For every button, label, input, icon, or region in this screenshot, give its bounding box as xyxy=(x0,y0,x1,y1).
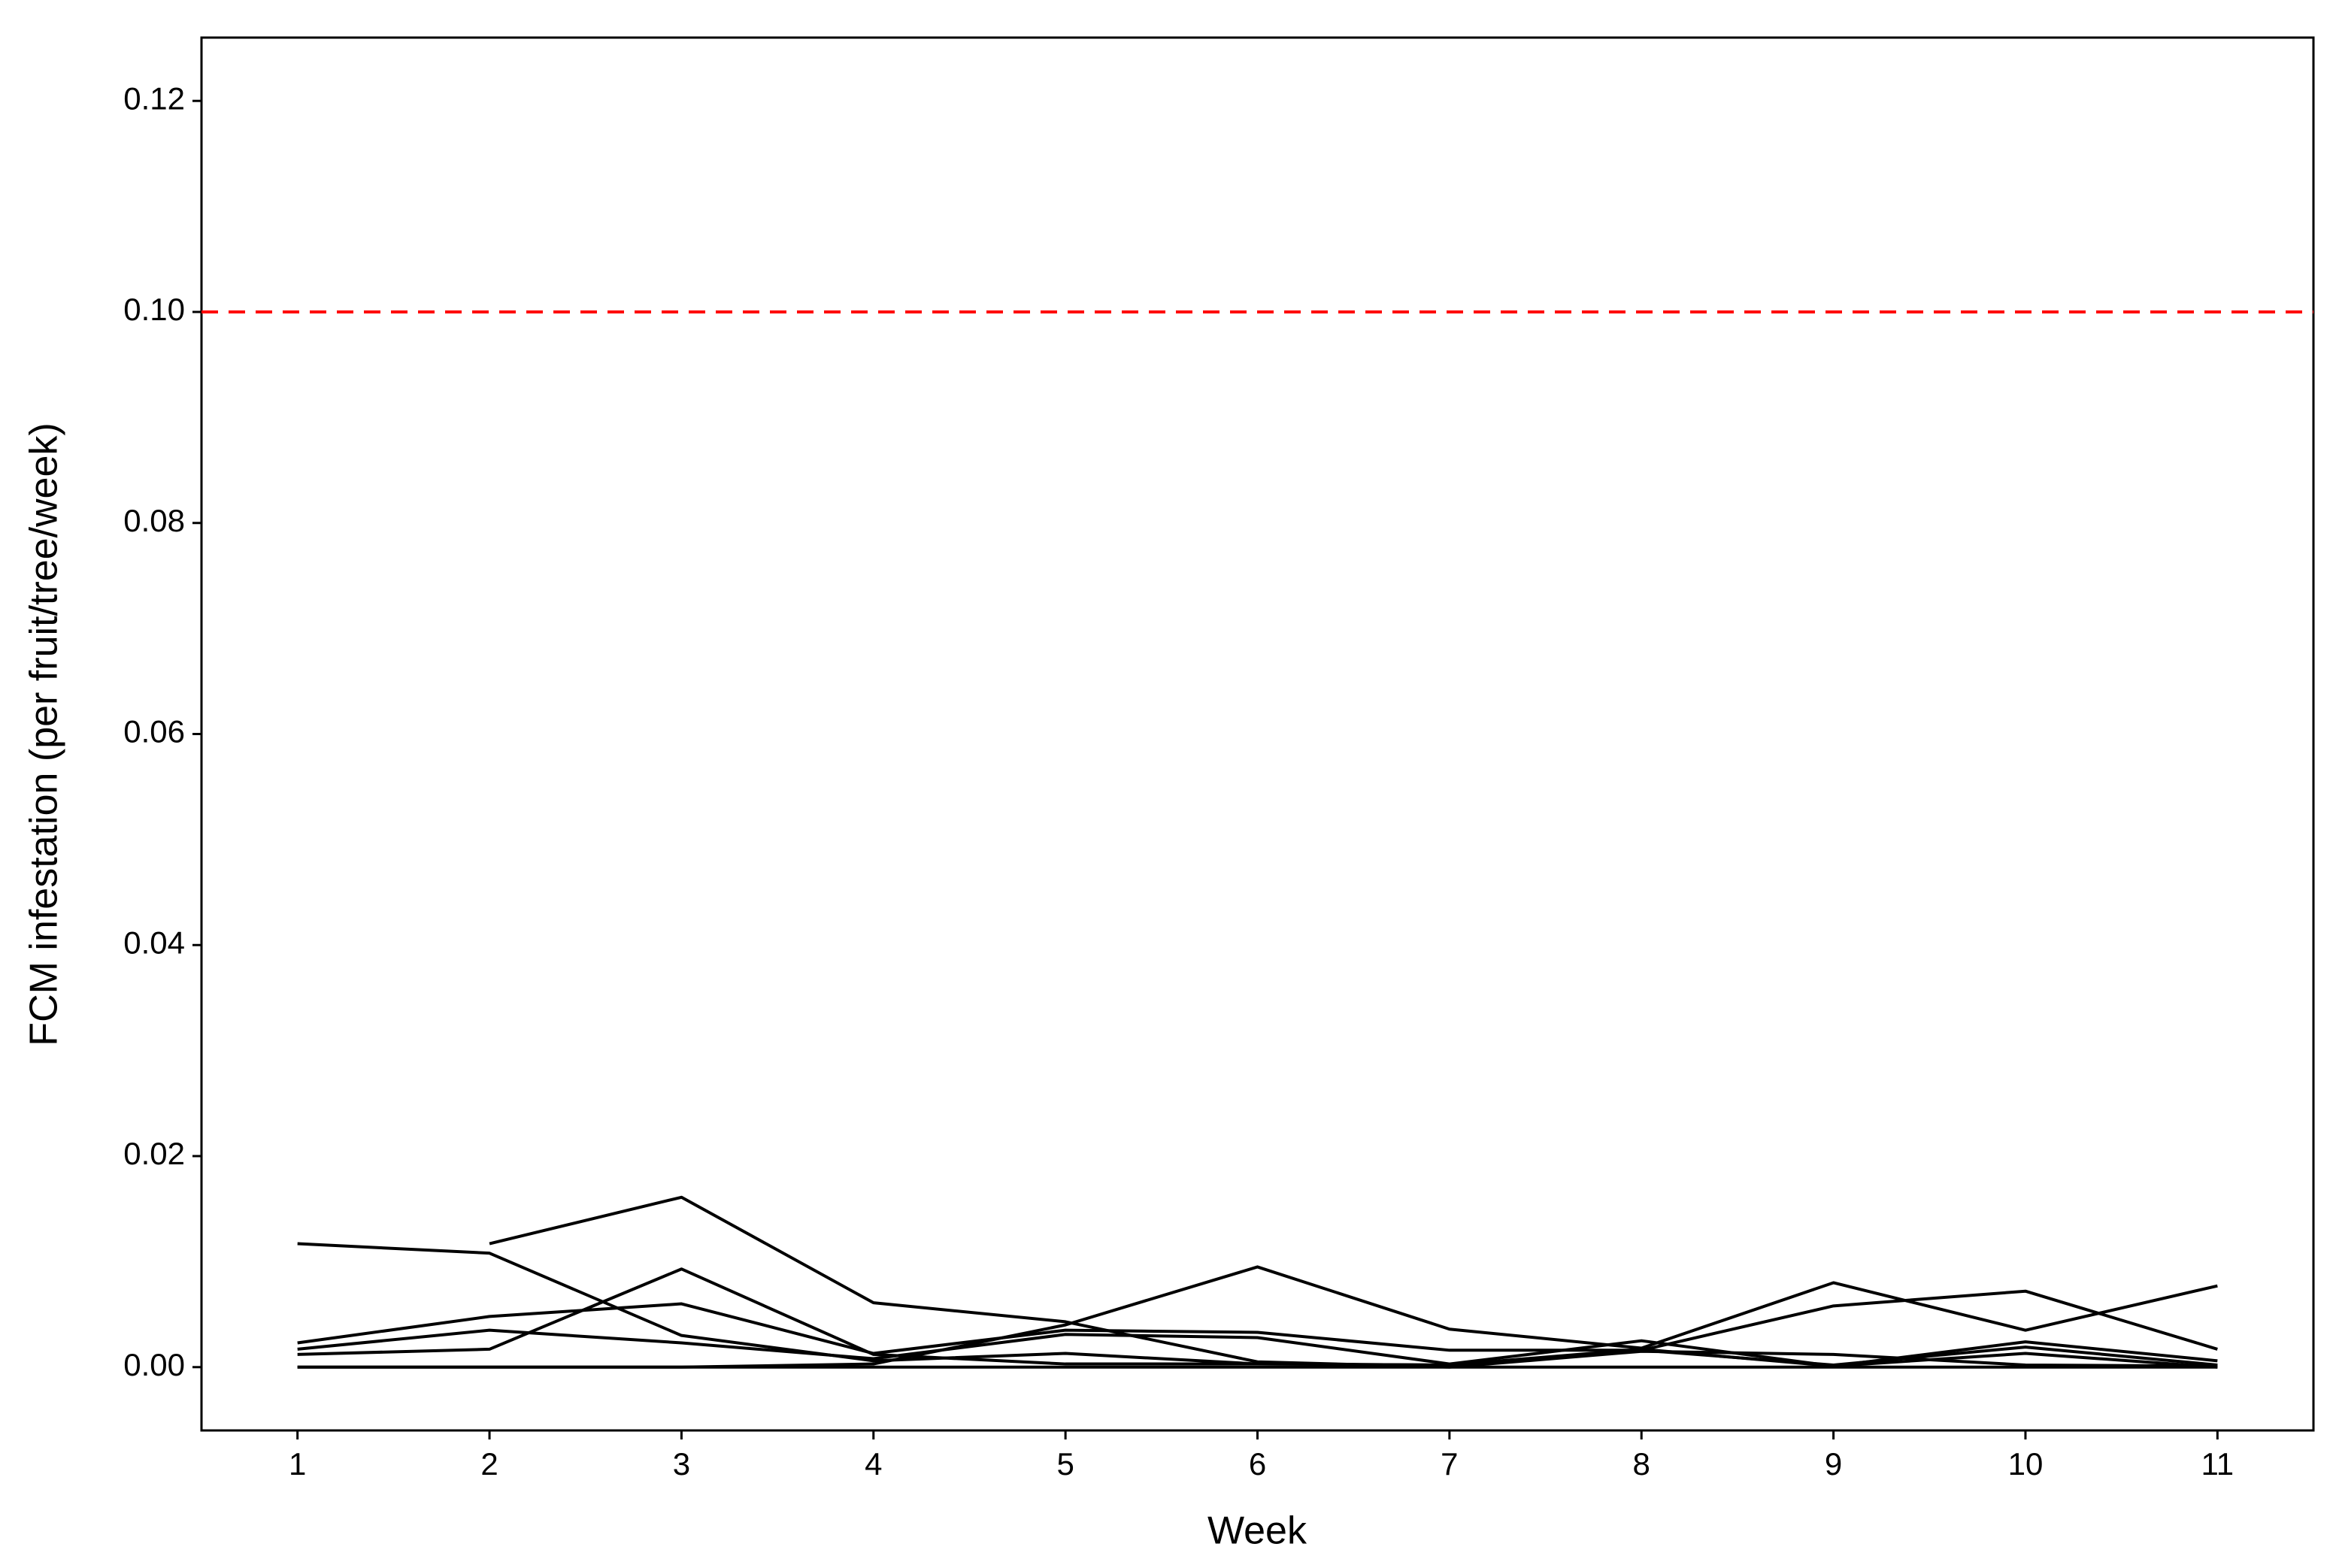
x-tick-label: 3 xyxy=(673,1446,690,1482)
y-tick-label: 0.00 xyxy=(123,1347,185,1382)
x-tick-label: 5 xyxy=(1056,1446,1074,1482)
series-line xyxy=(297,1328,2218,1368)
x-tick-label: 9 xyxy=(1825,1446,1842,1482)
series-line xyxy=(297,1242,2218,1367)
x-tick-label: 7 xyxy=(1441,1446,1458,1482)
x-tick-label: 1 xyxy=(289,1446,306,1482)
y-tick-label: 0.04 xyxy=(123,925,185,960)
y-tick-label: 0.10 xyxy=(123,292,185,327)
x-tick-label: 4 xyxy=(865,1446,882,1482)
series-line xyxy=(297,1265,2218,1369)
y-tick-label: 0.08 xyxy=(123,503,185,538)
x-tick-label: 6 xyxy=(1249,1446,1266,1482)
x-tick-label: 2 xyxy=(480,1446,498,1482)
y-tick-label: 0.12 xyxy=(123,80,185,116)
x-axis-title: Week xyxy=(1207,1509,1307,1553)
plot-border xyxy=(200,36,2315,1432)
x-tick-label: 11 xyxy=(2201,1446,2235,1482)
y-axis-title: FCM infestation (per fruit/tree/week) xyxy=(23,422,66,1046)
series-line xyxy=(297,1267,2218,1369)
x-tick-label: 10 xyxy=(2008,1446,2044,1482)
x-tick-label: 8 xyxy=(1633,1446,1650,1482)
y-tick-label: 0.02 xyxy=(123,1136,185,1171)
y-tick-label: 0.06 xyxy=(123,714,185,749)
series-line xyxy=(297,1289,2218,1355)
